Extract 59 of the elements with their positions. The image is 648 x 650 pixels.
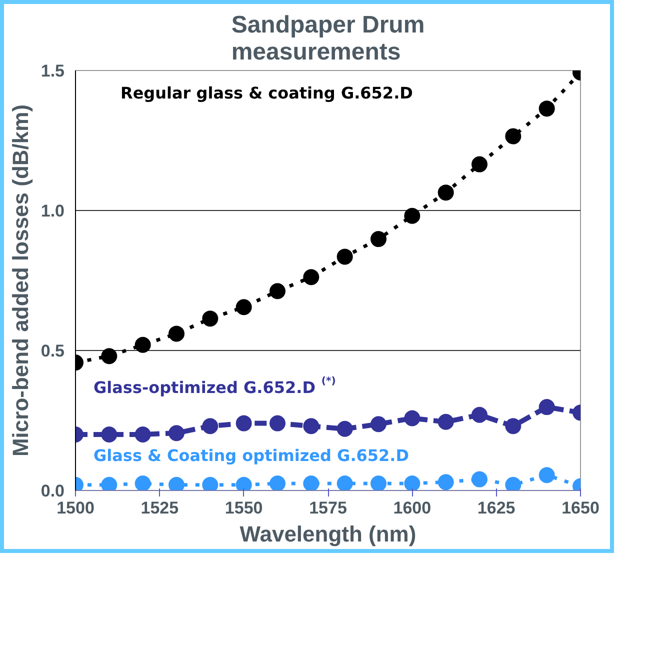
point bbox=[168, 476, 184, 490]
point bbox=[270, 415, 286, 432]
point bbox=[472, 156, 488, 172]
point bbox=[303, 476, 320, 490]
point bbox=[236, 299, 252, 316]
point bbox=[370, 476, 386, 490]
point bbox=[303, 269, 320, 286]
point bbox=[336, 420, 353, 437]
series-label: Glass-optimized G.652.D (*) bbox=[94, 376, 336, 398]
y-tick-label: 0.5 bbox=[40, 342, 65, 360]
x-tick-label: 1625 bbox=[477, 498, 516, 518]
x-tick-label: 1525 bbox=[140, 498, 179, 518]
point bbox=[101, 348, 118, 364]
x-tick-label: 1575 bbox=[309, 498, 347, 518]
x-axis-title: Wavelength (nm) bbox=[240, 522, 416, 546]
point bbox=[134, 476, 151, 490]
y-tick-label: 0.0 bbox=[40, 482, 65, 500]
point bbox=[236, 415, 252, 432]
point bbox=[538, 399, 555, 416]
y-axis-title: Micro-bend added losses (dB/km) bbox=[8, 104, 33, 457]
point bbox=[202, 476, 218, 490]
x-tick-label: 1500 bbox=[56, 498, 94, 518]
point bbox=[472, 406, 488, 423]
point bbox=[202, 310, 218, 327]
text: Regular glass & coating G.652.D bbox=[120, 84, 413, 102]
y-tick-label: 1.5 bbox=[40, 62, 65, 80]
x-tick-label: 1550 bbox=[224, 498, 263, 518]
chart-title: Sandpaper Drum measurements bbox=[231, 12, 425, 66]
point bbox=[336, 248, 353, 265]
point bbox=[270, 283, 286, 300]
point bbox=[438, 414, 454, 430]
point bbox=[168, 425, 184, 442]
point bbox=[101, 426, 118, 442]
point bbox=[270, 476, 286, 490]
point bbox=[505, 476, 522, 490]
point bbox=[538, 100, 555, 117]
point bbox=[404, 476, 420, 490]
point bbox=[505, 418, 522, 434]
point bbox=[370, 416, 386, 432]
point bbox=[404, 208, 420, 224]
point bbox=[236, 476, 252, 490]
point bbox=[168, 326, 184, 342]
x-tick-label: 1600 bbox=[393, 498, 432, 518]
point bbox=[370, 231, 386, 248]
point bbox=[438, 184, 454, 201]
point bbox=[404, 410, 420, 426]
point bbox=[202, 418, 218, 434]
y-tick-label: 1.0 bbox=[40, 202, 65, 220]
point bbox=[336, 476, 353, 490]
point bbox=[438, 474, 454, 490]
series-label: Glass & Coating optimized G.652.D bbox=[94, 446, 410, 466]
point bbox=[134, 336, 151, 353]
point bbox=[505, 128, 522, 144]
point bbox=[538, 467, 555, 484]
point bbox=[134, 426, 151, 442]
point bbox=[303, 418, 320, 434]
point bbox=[472, 471, 488, 488]
point bbox=[101, 476, 118, 490]
x-tick-label: 1650 bbox=[562, 498, 600, 518]
